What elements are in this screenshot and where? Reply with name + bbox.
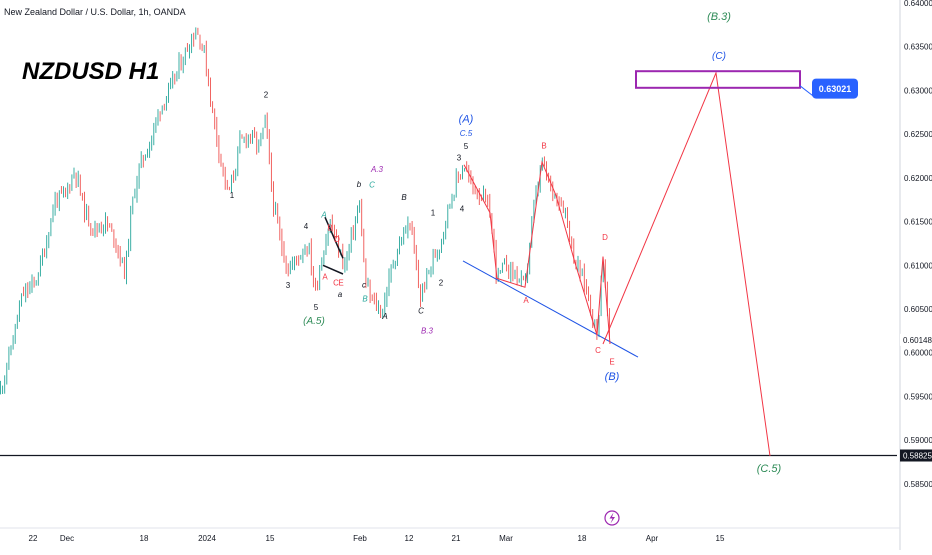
wave-label: 3 (457, 154, 462, 163)
wave-label: E (609, 357, 614, 366)
x-tick-label: Mar (499, 534, 513, 543)
price-callout-label: 0.63021 (819, 84, 852, 94)
x-tick-label: 18 (140, 534, 149, 543)
wave-label: D (602, 233, 608, 242)
wave-label: (B.3) (707, 11, 731, 23)
y-tick-label: 0.59000 (904, 436, 932, 445)
wave-label: A (320, 210, 326, 219)
y-tick-label: 0.62000 (904, 174, 932, 183)
y-tick-label: 0.60500 (904, 305, 932, 314)
x-tick-label: 21 (452, 534, 461, 543)
wave-label: A (322, 273, 328, 282)
wave-label: 4 (304, 222, 309, 231)
wave-label: 5 (314, 303, 319, 312)
price-tag-box (900, 449, 932, 462)
y-tick-label: 0.64000 (904, 0, 932, 8)
wave-label: B (327, 224, 332, 233)
wave-label: b (357, 180, 362, 189)
wave-label: 3 (286, 281, 291, 290)
wave-label: C (369, 181, 375, 190)
y-tick-label: 0.62500 (904, 130, 932, 139)
wave-label: C (333, 279, 339, 288)
wave-label: B.3 (421, 327, 434, 336)
y-tick-label: 0.61000 (904, 261, 932, 270)
wave-label: (A) (459, 113, 474, 125)
wave-label: a (338, 290, 343, 299)
x-tick-label: Feb (353, 534, 367, 543)
x-tick-label: 12 (405, 534, 414, 543)
wave-label: 1 (230, 191, 235, 200)
wave-label: C (595, 346, 601, 355)
wave-label: (C) (712, 51, 726, 62)
x-tick-label: 15 (716, 534, 725, 543)
target-zone-box[interactable] (635, 70, 801, 89)
wave-label: B (401, 193, 407, 202)
wave-label: 1 (431, 209, 436, 218)
wave-label: 2 (264, 91, 269, 100)
y-tick-label: 0.60000 (904, 349, 932, 358)
wave-label: 4 (460, 204, 465, 213)
x-tick-label: 18 (578, 534, 587, 543)
price-tag-box (900, 333, 932, 346)
chart-title: NZDUSD H1 (22, 58, 159, 85)
instrument-title: New Zealand Dollar / U.S. Dollar, 1h, OA… (4, 7, 186, 17)
wave-label: D (334, 235, 340, 244)
x-tick-label: Dec (60, 534, 74, 543)
triangle-pattern-line[interactable] (324, 216, 344, 259)
projection-path-line[interactable] (602, 71, 771, 456)
wave-label: B (362, 294, 368, 303)
wave-label: E (338, 279, 343, 288)
wave-label: C.5 (460, 129, 473, 138)
price-tag-label: 0.58825 (903, 452, 932, 461)
wave-label: A.3 (370, 165, 384, 174)
y-tick-label: 0.58500 (904, 480, 932, 489)
wave-label: A (523, 296, 529, 305)
y-tick-label: 0.61500 (904, 218, 932, 227)
price-tag-label: 0.60148 (903, 336, 932, 345)
event-lightning-icon[interactable] (604, 510, 620, 526)
wedge-trendline[interactable] (462, 260, 639, 358)
callout-pointer (799, 85, 815, 97)
y-tick-label: 0.59500 (904, 393, 932, 402)
x-tick-label: 15 (266, 534, 275, 543)
x-tick-label: 2024 (198, 534, 216, 543)
price-callout-box[interactable] (812, 78, 858, 99)
wave-label: 5 (464, 142, 469, 151)
wave-path-line[interactable] (463, 160, 611, 345)
wave-label: (C.5) (757, 463, 782, 475)
wave-label: C (418, 307, 424, 316)
wave-label: c (362, 280, 366, 289)
wave-label: 2 (439, 279, 444, 288)
triangle-pattern-line[interactable] (322, 264, 344, 275)
y-tick-label: 0.63000 (904, 86, 932, 95)
wave-label: A (381, 312, 387, 321)
wave-label: (A.5) (303, 316, 325, 327)
x-tick-label: 22 (29, 534, 38, 543)
y-tick-label: 0.63500 (904, 43, 932, 52)
wave-label: (B) (605, 371, 620, 383)
x-tick-label: Apr (646, 534, 659, 543)
wave-label: B (541, 141, 546, 150)
